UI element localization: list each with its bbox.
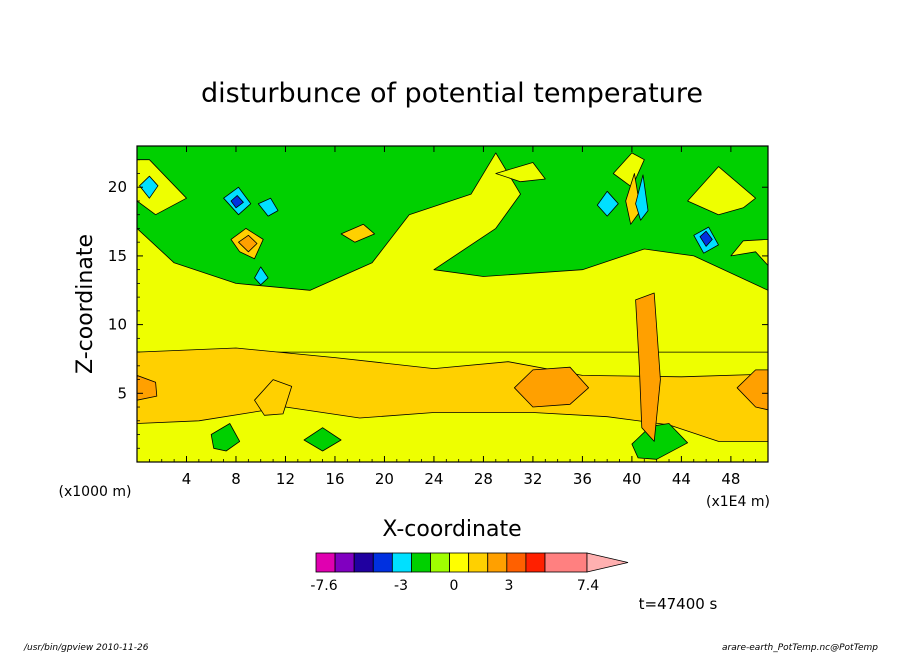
- contour-region-14: [612, 152, 645, 188]
- contour-region-9: [635, 292, 661, 442]
- contour-region-26: [230, 195, 244, 209]
- colorbar-box: [411, 552, 431, 573]
- x-tick-label: 16: [325, 470, 344, 488]
- x-tick-label: 8: [231, 470, 241, 488]
- colorbar-box: [544, 552, 588, 573]
- x-tick-label: 12: [276, 470, 295, 488]
- x-axis-label: X-coordinate: [382, 517, 521, 542]
- y-axis: 5 10 15 20: [108, 159, 768, 449]
- colorbar-tick-label: -3: [394, 578, 408, 594]
- contour-region-11: [137, 159, 187, 216]
- time-label: t=47400 s: [639, 595, 718, 613]
- plot-frame: [136, 145, 769, 463]
- contour-region-1: [137, 152, 768, 353]
- colorbar-tick-label: 7.4: [577, 578, 599, 594]
- colorbar-extend-arrow: [586, 552, 629, 573]
- contour-region-4: [736, 369, 768, 411]
- colorbar-box: [315, 552, 336, 573]
- x-tick-label: 44: [672, 470, 691, 488]
- y-tick-label: 15: [108, 247, 127, 265]
- contour-region-21: [257, 197, 279, 217]
- contour-region-3: [514, 366, 589, 408]
- contour-region-13: [730, 238, 768, 266]
- colorbar-tick-label: -7.6: [310, 578, 337, 594]
- contour-region-7: [303, 427, 342, 452]
- contour-region-19: [139, 175, 159, 199]
- colorbar-box: [334, 552, 355, 573]
- colorbar-box: [449, 552, 470, 573]
- contour-region-28: [238, 234, 258, 253]
- x-axis: 4 8 12 16 20 24 28 32 36 40 44 48: [148, 146, 757, 488]
- plot-area: [137, 146, 768, 462]
- contour-region-27: [699, 230, 713, 247]
- contour-region-6: [210, 423, 241, 452]
- colorbar-tick-label: 0: [450, 578, 459, 594]
- colorbar-box: [468, 552, 489, 573]
- colorbar-box: [391, 552, 412, 573]
- chart-title: disturbunce of potential temperature: [201, 78, 703, 109]
- y-tick-label: 5: [117, 384, 127, 402]
- y-unit-label: (x1000 m): [59, 484, 132, 500]
- x-tick-label: 28: [474, 470, 493, 488]
- x-tick-label: 20: [375, 470, 394, 488]
- colorbar-box: [525, 552, 546, 573]
- contour-region-12: [687, 166, 756, 216]
- x-tick-label: 48: [721, 470, 740, 488]
- contour-regions: [137, 146, 768, 460]
- contour-region-23: [635, 174, 649, 221]
- colorbar-box: [487, 552, 508, 573]
- footer-right: arare-earth_PotTemp.nc@PotTemp: [722, 643, 878, 653]
- contour-region-5: [137, 374, 158, 401]
- y-axis-label: Z-coordinate: [73, 234, 98, 374]
- colorbar-box: [372, 552, 393, 573]
- y-tick-label: 20: [108, 178, 127, 196]
- colorbar-box: [506, 552, 527, 573]
- y-tick-label: 10: [108, 316, 127, 334]
- contour-region-15: [495, 162, 546, 183]
- colorbar-box: [430, 552, 450, 573]
- footer-left: /usr/bin/gpview 2010-11-26: [23, 643, 149, 653]
- x-tick-label: 40: [622, 470, 641, 488]
- x-tick-label: 4: [182, 470, 192, 488]
- contour-region-10: [254, 379, 293, 416]
- colorbar-tick-label: 3: [505, 578, 514, 594]
- contour-region-25: [254, 266, 269, 286]
- contour-region-22: [596, 190, 619, 217]
- colorbar-box: [353, 552, 374, 573]
- x-tick-label: 36: [573, 470, 592, 488]
- x-unit-label: (x1E4 m): [706, 494, 770, 510]
- x-tick-label: 24: [424, 470, 443, 488]
- x-tick-label: 32: [523, 470, 542, 488]
- contour-region-17: [340, 223, 376, 243]
- colorbar: -7.6 -3 0 3 7.4: [310, 552, 629, 594]
